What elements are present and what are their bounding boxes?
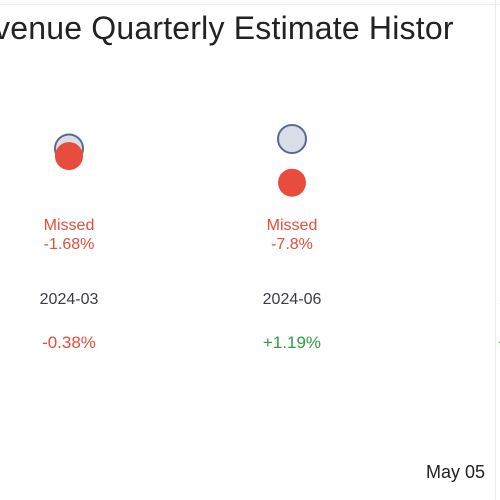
change-label-2: +1.19% <box>262 333 322 352</box>
top-divider <box>0 0 500 5</box>
period-label-3: 20 <box>448 291 500 309</box>
period-label-2: 2024-06 <box>262 291 322 308</box>
change-label-1: -0.38% <box>42 333 96 352</box>
right-divider <box>495 0 500 500</box>
period-label-1: 2024-03 <box>39 291 99 308</box>
surprise-label-1: -1.68% <box>43 236 95 253</box>
surprise-label-3: - <box>448 236 500 254</box>
actual-marker-1 <box>55 142 83 171</box>
footer-date: May 05 <box>426 462 486 482</box>
status-label-2: Missed <box>266 217 318 234</box>
status-label-3: Mi <box>448 217 500 235</box>
change-label-3: +2 <box>448 333 500 353</box>
estimate-marker-2 <box>277 124 307 154</box>
actual-marker-2 <box>278 168 306 197</box>
chart-title: venue Quarterly Estimate Histor <box>0 10 454 46</box>
status-label-1: Missed <box>43 217 95 234</box>
surprise-label-2: -7.8% <box>271 236 313 253</box>
